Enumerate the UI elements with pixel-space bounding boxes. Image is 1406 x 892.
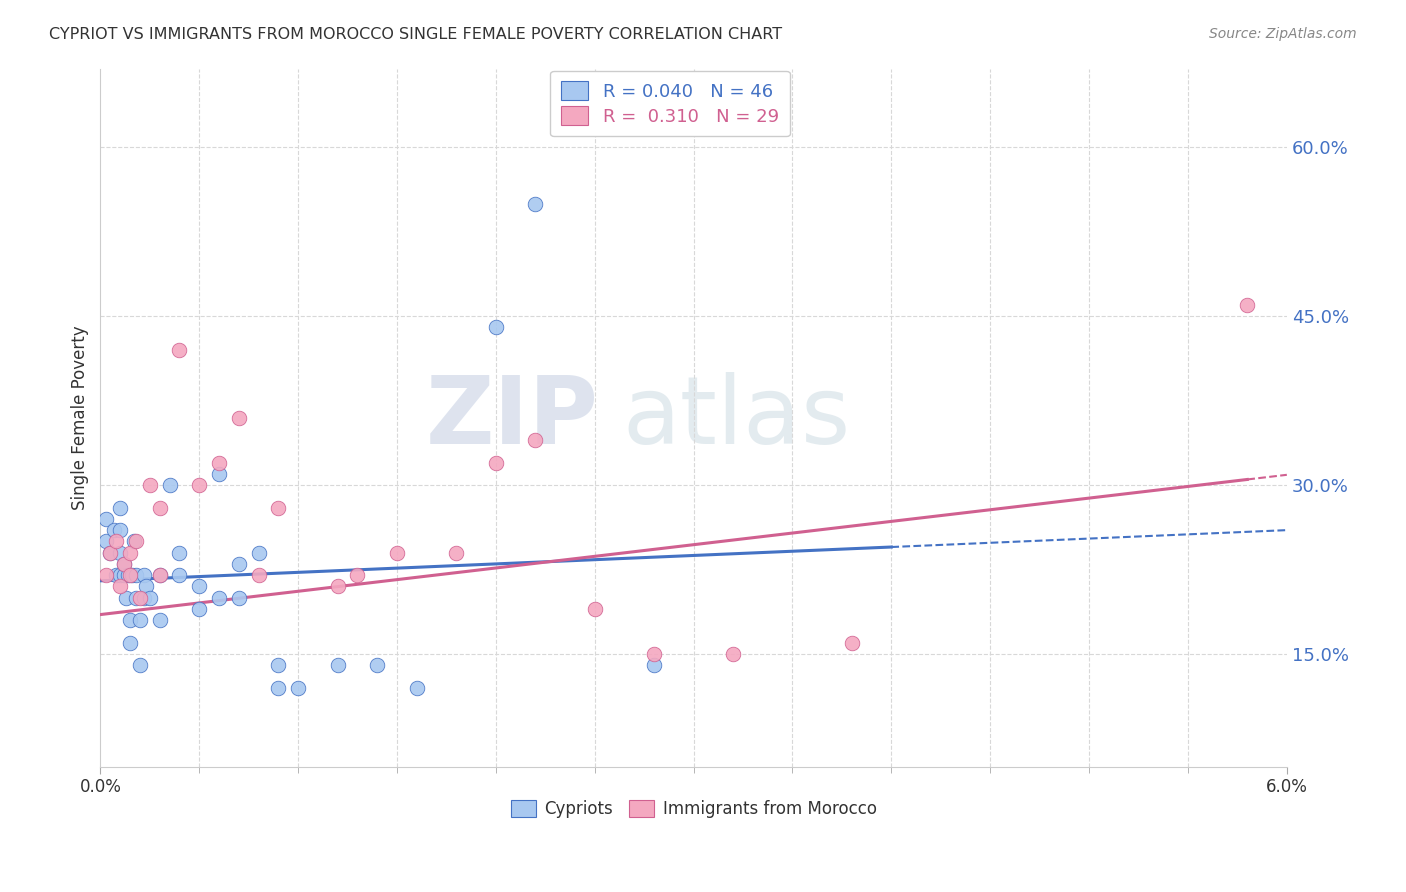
Point xyxy=(208,456,231,470)
Point xyxy=(112,557,135,571)
Point xyxy=(228,410,250,425)
Point xyxy=(118,613,141,627)
Point xyxy=(169,568,191,582)
Point xyxy=(485,320,508,334)
Point xyxy=(366,658,388,673)
Point xyxy=(103,523,125,537)
Point xyxy=(247,568,270,582)
Point xyxy=(132,591,155,605)
Point xyxy=(169,343,191,357)
Point xyxy=(129,613,152,627)
Point xyxy=(129,658,152,673)
Point xyxy=(1236,298,1258,312)
Point xyxy=(129,591,152,605)
Point xyxy=(149,568,172,582)
Text: Source: ZipAtlas.com: Source: ZipAtlas.com xyxy=(1209,27,1357,41)
Point xyxy=(108,546,131,560)
Point xyxy=(267,658,290,673)
Point xyxy=(149,500,172,515)
Point xyxy=(98,546,121,560)
Point xyxy=(125,568,148,582)
Point xyxy=(228,591,250,605)
Point xyxy=(139,591,162,605)
Point xyxy=(208,467,231,481)
Point xyxy=(159,478,181,492)
Point xyxy=(841,636,863,650)
Point xyxy=(643,647,665,661)
Point xyxy=(287,681,309,695)
Point xyxy=(326,579,349,593)
Point xyxy=(188,478,211,492)
Legend: Cypriots, Immigrants from Morocco: Cypriots, Immigrants from Morocco xyxy=(503,793,883,824)
Point xyxy=(105,568,128,582)
Point xyxy=(385,546,408,560)
Point xyxy=(721,647,744,661)
Point xyxy=(326,658,349,673)
Point xyxy=(135,579,157,593)
Point xyxy=(228,557,250,571)
Point xyxy=(188,602,211,616)
Point xyxy=(524,433,547,447)
Point xyxy=(105,534,128,549)
Point xyxy=(108,500,131,515)
Point xyxy=(112,568,135,582)
Point xyxy=(485,456,508,470)
Point xyxy=(149,568,172,582)
Point xyxy=(132,568,155,582)
Point xyxy=(96,568,118,582)
Point xyxy=(96,534,118,549)
Point xyxy=(583,602,606,616)
Point xyxy=(112,557,135,571)
Point xyxy=(108,579,131,593)
Point xyxy=(118,636,141,650)
Point xyxy=(117,568,139,582)
Point xyxy=(643,658,665,673)
Text: ZIP: ZIP xyxy=(426,372,599,464)
Point xyxy=(125,534,148,549)
Text: CYPRIOT VS IMMIGRANTS FROM MOROCCO SINGLE FEMALE POVERTY CORRELATION CHART: CYPRIOT VS IMMIGRANTS FROM MOROCCO SINGL… xyxy=(49,27,782,42)
Point xyxy=(118,568,141,582)
Point xyxy=(208,591,231,605)
Point xyxy=(247,546,270,560)
Text: atlas: atlas xyxy=(623,372,851,464)
Point xyxy=(267,681,290,695)
Point xyxy=(125,591,148,605)
Point xyxy=(108,568,131,582)
Point xyxy=(524,196,547,211)
Point xyxy=(96,512,118,526)
Point xyxy=(118,546,141,560)
Point xyxy=(169,546,191,560)
Point xyxy=(121,568,143,582)
Point xyxy=(108,523,131,537)
Point xyxy=(122,534,145,549)
Point xyxy=(267,500,290,515)
Point xyxy=(446,546,468,560)
Point xyxy=(139,478,162,492)
Point xyxy=(98,546,121,560)
Y-axis label: Single Female Poverty: Single Female Poverty xyxy=(72,326,89,510)
Point xyxy=(188,579,211,593)
Point xyxy=(149,613,172,627)
Point xyxy=(115,591,138,605)
Point xyxy=(346,568,368,582)
Point xyxy=(405,681,427,695)
